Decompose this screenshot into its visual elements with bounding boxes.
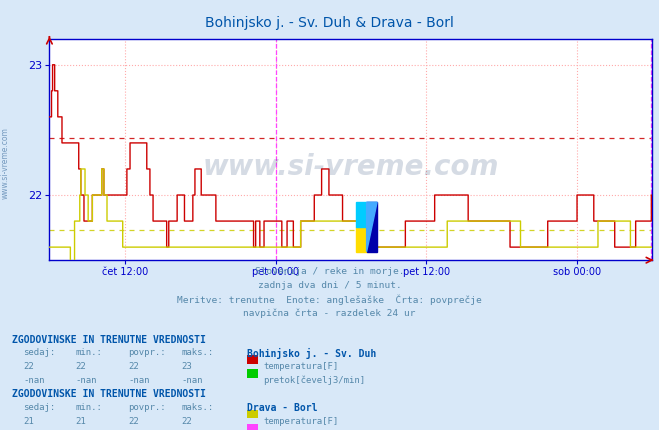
Text: navpična črta - razdelek 24 ur: navpična črta - razdelek 24 ur bbox=[243, 309, 416, 318]
Text: povpr.:: povpr.: bbox=[129, 403, 166, 412]
Text: ZGODOVINSKE IN TRENUTNE VREDNOSTI: ZGODOVINSKE IN TRENUTNE VREDNOSTI bbox=[12, 389, 206, 399]
Text: sedaj:: sedaj: bbox=[23, 348, 55, 357]
Text: 22: 22 bbox=[76, 362, 86, 371]
Text: -nan: -nan bbox=[23, 376, 45, 385]
Text: -nan: -nan bbox=[181, 376, 203, 385]
Text: zadnja dva dni / 5 minut.: zadnja dva dni / 5 minut. bbox=[258, 281, 401, 290]
Text: www.si-vreme.com: www.si-vreme.com bbox=[203, 153, 499, 181]
Bar bbox=[356, 227, 366, 252]
Text: 22: 22 bbox=[181, 417, 192, 426]
Text: -nan: -nan bbox=[76, 376, 98, 385]
Text: 22: 22 bbox=[129, 362, 139, 371]
Text: ZGODOVINSKE IN TRENUTNE VREDNOSTI: ZGODOVINSKE IN TRENUTNE VREDNOSTI bbox=[12, 335, 206, 344]
Text: maks.:: maks.: bbox=[181, 403, 214, 412]
Text: -nan: -nan bbox=[129, 376, 150, 385]
Text: Drava - Borl: Drava - Borl bbox=[247, 403, 318, 413]
Polygon shape bbox=[366, 202, 377, 252]
Bar bbox=[356, 202, 366, 227]
Text: Meritve: trenutne  Enote: anglešaške  Črta: povprečje: Meritve: trenutne Enote: anglešaške Črta… bbox=[177, 295, 482, 305]
Text: 22: 22 bbox=[23, 362, 34, 371]
Text: Bohinjsko j. - Sv. Duh & Drava - Borl: Bohinjsko j. - Sv. Duh & Drava - Borl bbox=[205, 16, 454, 31]
Text: min.:: min.: bbox=[76, 403, 103, 412]
Bar bbox=[366, 202, 377, 252]
Text: 22: 22 bbox=[129, 417, 139, 426]
Text: pretok[čevelj3/min]: pretok[čevelj3/min] bbox=[264, 376, 366, 385]
Text: maks.:: maks.: bbox=[181, 348, 214, 357]
Text: www.si-vreme.com: www.si-vreme.com bbox=[1, 127, 10, 200]
Text: Bohinjsko j. - Sv. Duh: Bohinjsko j. - Sv. Duh bbox=[247, 348, 376, 359]
Text: 23: 23 bbox=[181, 362, 192, 371]
Text: sedaj:: sedaj: bbox=[23, 403, 55, 412]
Text: temperatura[F]: temperatura[F] bbox=[264, 417, 339, 426]
Text: min.:: min.: bbox=[76, 348, 103, 357]
Text: Slovenija / reke in morje.: Slovenija / reke in morje. bbox=[255, 267, 404, 276]
Text: povpr.:: povpr.: bbox=[129, 348, 166, 357]
Text: temperatura[F]: temperatura[F] bbox=[264, 362, 339, 371]
Text: 21: 21 bbox=[76, 417, 86, 426]
Text: 21: 21 bbox=[23, 417, 34, 426]
